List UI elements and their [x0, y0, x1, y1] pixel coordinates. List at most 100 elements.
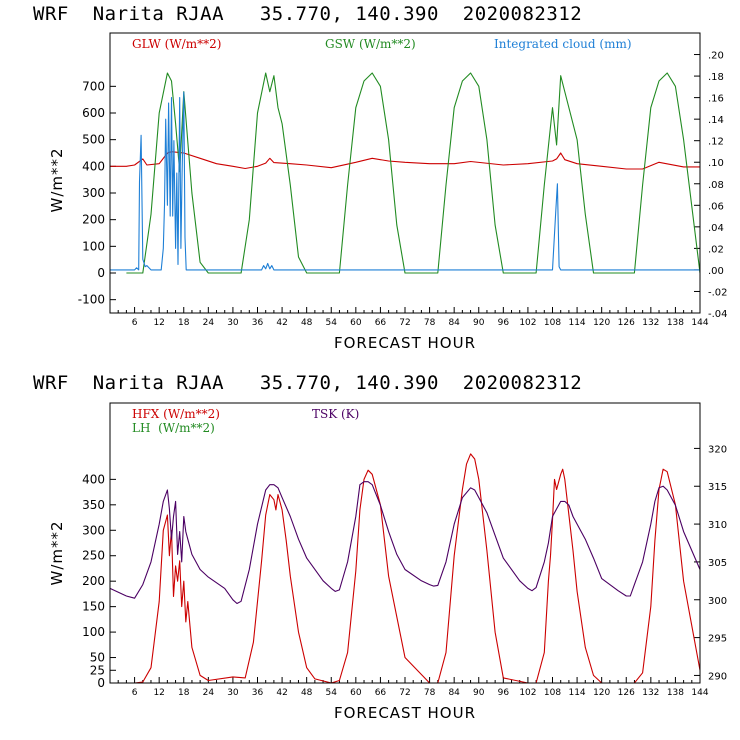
top-y2-tick-label: .02: [708, 244, 724, 255]
top-y2-tick-label: .08: [708, 180, 724, 191]
bottom-x-axis-ticks: 6 12 18 24 30 36 42 48 54 60 66 72 78 84 90 96 102 108 114…: [117, 677, 709, 698]
bottom-y-tick-label: 100: [82, 625, 105, 639]
top-y2-tick-label: .00: [708, 266, 724, 277]
bottom-x-tick-label: 126: [618, 688, 635, 698]
bottom-y2-tick-label: 295: [708, 634, 727, 645]
top-y2-tick-label: -.02: [708, 287, 728, 298]
top-x-axis-ticks: 6 12 18 24 30 36 42 48 54 60 66 72 78 84 90 96 102 108 114…: [117, 307, 709, 328]
top-x-tick-label: 138: [667, 318, 684, 328]
bottom-x-tick-label: 114: [568, 688, 585, 698]
top-x-tick-label: 6: [132, 318, 138, 328]
top-y-tick-label: 300: [82, 186, 105, 200]
top-x-tick-label: 132: [642, 318, 659, 328]
bottom-y2-tick-label: 320: [708, 444, 727, 455]
top-x-tick-label: 48: [301, 318, 313, 328]
top-legend-cloud: Integrated cloud (mm): [494, 37, 632, 51]
top-x-tick-label: 120: [593, 318, 610, 328]
bottom-x-tick-label: 120: [593, 688, 610, 698]
bottom-y-tick-label: 250: [82, 549, 105, 563]
bottom-y2-tick-label: 300: [708, 596, 727, 607]
bottom-x-tick-label: 72: [399, 688, 410, 698]
bottom-y-tick-label: 50: [90, 651, 105, 665]
top-x-tick-label: 102: [519, 318, 536, 328]
bottom-y-axis-label: W/m**2: [48, 520, 66, 585]
bottom-right-axis-ticks: 290 295 300 305 310 315 320: [694, 444, 727, 682]
bottom-y2-tick-label: 305: [708, 558, 727, 569]
bottom-x-tick-label: 54: [326, 688, 338, 698]
bottom-y-tick-label: 25: [90, 663, 105, 677]
top-y2-tick-label: .16: [708, 94, 724, 105]
bottom-x-tick-label: 108: [544, 688, 561, 698]
bottom-x-axis-label: FORECAST HOUR: [334, 704, 476, 722]
bottom-series-line-0: [110, 453, 701, 684]
bottom-y-tick-label: 400: [82, 472, 105, 486]
bottom-x-tick-label: 60: [350, 688, 362, 698]
bottom-x-tick-label: 24: [203, 688, 215, 698]
bottom-x-tick-label: 138: [667, 688, 684, 698]
bottom-y2-tick-label: 315: [708, 482, 727, 493]
top-x-tick-label: 84: [448, 318, 460, 328]
bottom-x-tick-label: 6: [132, 688, 138, 698]
bottom-x-tick-label: 30: [227, 688, 239, 698]
top-x-tick-label: 24: [203, 318, 215, 328]
bottom-y-tick-label: 0: [97, 676, 105, 690]
top-y2-tick-label: .04: [708, 223, 724, 234]
top-x-axis-label: FORECAST HOUR: [334, 334, 476, 352]
top-legend-gsw: GSW (W/m**2): [325, 37, 416, 51]
top-y-tick-label: 600: [82, 106, 105, 120]
top-y-tick-label: 700: [82, 79, 105, 93]
top-y-tick-label: -100: [78, 293, 105, 307]
bottom-x-tick-label: 78: [424, 688, 436, 698]
bottom-x-tick-label: 96: [498, 688, 510, 698]
top-y2-tick-label: -.04: [708, 309, 728, 320]
bottom-y-tick-label: 300: [82, 523, 105, 537]
top-x-tick-label: 54: [326, 318, 338, 328]
bottom-y-tick-label: 200: [82, 574, 105, 588]
top-y2-tick-label: .18: [708, 72, 724, 83]
bottom-x-tick-label: 66: [375, 688, 387, 698]
top-x-tick-label: 36: [252, 318, 264, 328]
top-x-tick-label: 90: [473, 318, 485, 328]
bottom-legend-lh: LH (W/m**2): [132, 421, 215, 435]
top-plot-frame: [109, 32, 701, 314]
top-y2-tick-label: .06: [708, 201, 724, 212]
top-y-tick-label: 500: [82, 133, 105, 147]
top-x-tick-label: 18: [178, 318, 190, 328]
top-x-tick-label: 60: [350, 318, 362, 328]
bottom-y2-tick-label: 290: [708, 671, 727, 682]
bottom-x-tick-label: 12: [153, 688, 164, 698]
top-right-axis-ticks: .20 .18 .16 .14 .12 .10 .08 .06 .04 .02 .00 -.02 -.0…: [694, 51, 728, 320]
top-x-tick-label: 108: [544, 318, 561, 328]
bottom-y2-tick-label: 310: [708, 520, 727, 531]
top-y2-tick-label: .12: [708, 137, 724, 148]
top-y-tick-label: 400: [82, 159, 105, 173]
bottom-x-tick-label: 144: [691, 688, 708, 698]
top-x-tick-label: 96: [498, 318, 510, 328]
top-x-tick-label: 114: [568, 318, 585, 328]
bottom-x-tick-label: 132: [642, 688, 659, 698]
bottom-legend-tsk: TSK (K): [312, 407, 359, 421]
top-x-tick-label: 12: [153, 318, 164, 328]
bottom-x-tick-label: 36: [252, 688, 264, 698]
top-legend-glw: GLW (W/m**2): [132, 37, 221, 51]
bottom-y-tick-label: 150: [82, 600, 105, 614]
top-y-tick-label: 200: [82, 213, 105, 227]
top-y-axis-label: W/m**2: [48, 147, 66, 212]
top-y2-tick-label: .20: [708, 51, 724, 62]
bottom-series-line-2: [109, 481, 701, 605]
top-x-tick-label: 66: [375, 318, 387, 328]
bottom-chart-title: WRF Narita RJAA 35.770, 140.390 20200823…: [33, 372, 582, 394]
top-x-tick-label: 30: [227, 318, 239, 328]
bottom-legend-hfx: HFX (W/m**2): [132, 407, 220, 421]
top-series-line-0: [110, 151, 700, 170]
top-x-tick-label: 72: [399, 318, 410, 328]
top-y2-tick-label: .14: [708, 115, 724, 126]
bottom-x-tick-label: 42: [276, 688, 287, 698]
top-x-tick-label: 144: [691, 318, 708, 328]
bottom-x-tick-label: 102: [519, 688, 536, 698]
top-y-tick-label: 0: [97, 266, 105, 280]
top-chart-title: WRF Narita RJAA 35.770, 140.390 20200823…: [33, 3, 582, 25]
top-series-line-2: [110, 91, 700, 271]
top-series-line-1: [126, 72, 701, 274]
